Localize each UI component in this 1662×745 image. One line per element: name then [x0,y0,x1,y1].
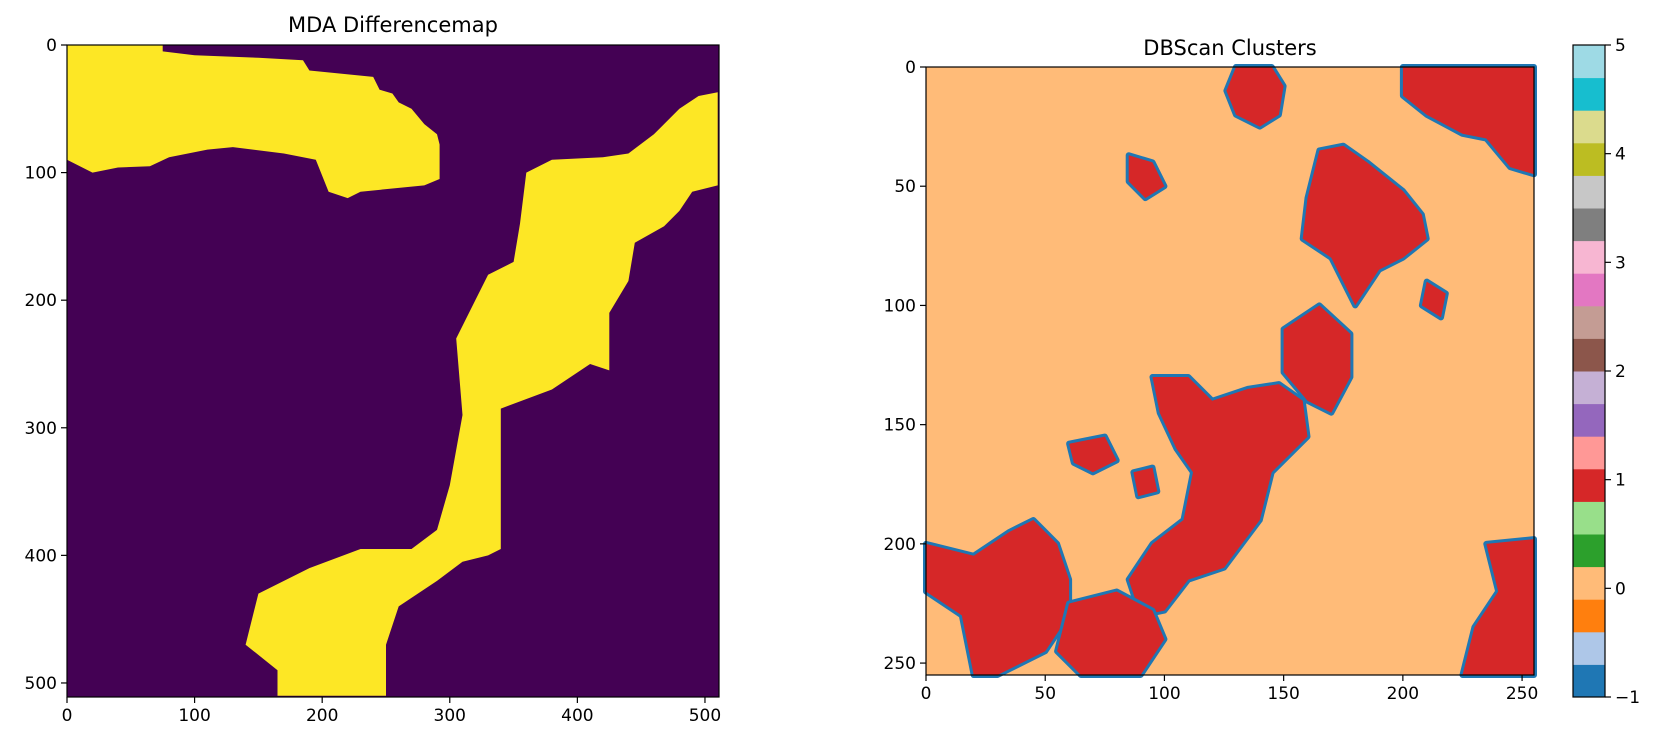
colorbar-segment [1573,240,1605,274]
colorbar-segment [1573,534,1605,568]
x-tick-label: 0 [62,706,73,726]
colorbar-tick-label: 2 [1615,362,1626,382]
colorbar-segment [1573,599,1605,633]
colorbar-segment [1573,631,1605,665]
y-tick-label: 200 [25,291,57,311]
chart-title: MDA Differencemap [288,13,498,37]
x-tick-label: 0 [921,684,932,704]
x-tick-label: 300 [434,706,466,726]
colorbar-segment [1573,468,1605,502]
colorbar-segment [1573,403,1605,437]
y-tick-label: 500 [25,674,57,694]
cluster-region [1054,588,1168,678]
colorbar-tick-label: 3 [1615,253,1626,273]
y-tick-label: 200 [884,535,916,555]
colorbar-tick-label: 5 [1615,36,1626,56]
chart-title: DBScan Clusters [1143,36,1316,60]
y-tick-label: 0 [46,36,57,56]
colorbar-segment [1573,142,1605,176]
colorbar-tick-label: 0 [1615,579,1626,599]
axes-frame [925,66,1535,676]
colorbar-segment [1573,501,1605,535]
colorbar-segment [1573,208,1605,242]
x-tick-label: 250 [1506,684,1538,704]
cluster-region [1223,64,1287,130]
colorbar-segment [1573,273,1605,307]
cluster-region [1125,374,1311,619]
heatmap-region [245,92,718,696]
colorbar: −1 0 1 2 3 4 5 [1572,36,1640,708]
cluster-region [1130,464,1161,500]
x-tick-label: 200 [306,706,338,726]
colorbar-segment [1573,436,1605,470]
colorbar-segment [1573,175,1605,209]
y-tick-label: 0 [905,58,916,78]
y-tick-label: 250 [884,654,916,674]
y-tick-label: 100 [884,296,916,316]
y-tick-label: 100 [25,164,57,184]
y-tick-label: 50 [894,177,916,197]
colorbar-tick-label: 1 [1615,471,1626,491]
heatmap-region [67,45,440,199]
x-tick-label: 100 [1148,684,1180,704]
colorbar-segment [1573,338,1605,372]
dbscan-clusters-panel: DBScan Clusters 0 50 100 150 200 250050100150… [884,36,1539,704]
cluster-region [1299,142,1430,309]
cluster-region [1280,302,1354,416]
x-tick-label: 400 [561,706,593,726]
colorbar-tick-label: 4 [1615,145,1626,165]
cluster-region [1066,433,1120,476]
colorbar-segment [1573,110,1605,144]
colorbar-segment [1573,77,1605,111]
colorbar-segment [1573,305,1605,339]
cluster-region [1125,152,1168,202]
y-tick-label: 400 [25,546,57,566]
x-tick-label: 150 [1267,684,1299,704]
x-tick-label: 500 [689,706,721,726]
axes-frame [66,44,720,698]
y-tick-label: 300 [25,419,57,439]
colorbar-segment [1573,664,1605,698]
cluster-region [1418,278,1449,321]
colorbar-segment [1573,45,1605,79]
colorbar-segment [1573,566,1605,600]
x-tick-label: 50 [1034,684,1056,704]
mda-differencemap-panel: MDA Differencemap 0 100 200 300 400 500010020… [25,13,722,726]
colorbar-tick-label: −1 [1615,688,1640,708]
colorbar-segment [1573,371,1605,405]
y-tick-label: 150 [884,416,916,436]
x-tick-label: 100 [178,706,210,726]
x-tick-label: 200 [1387,684,1419,704]
